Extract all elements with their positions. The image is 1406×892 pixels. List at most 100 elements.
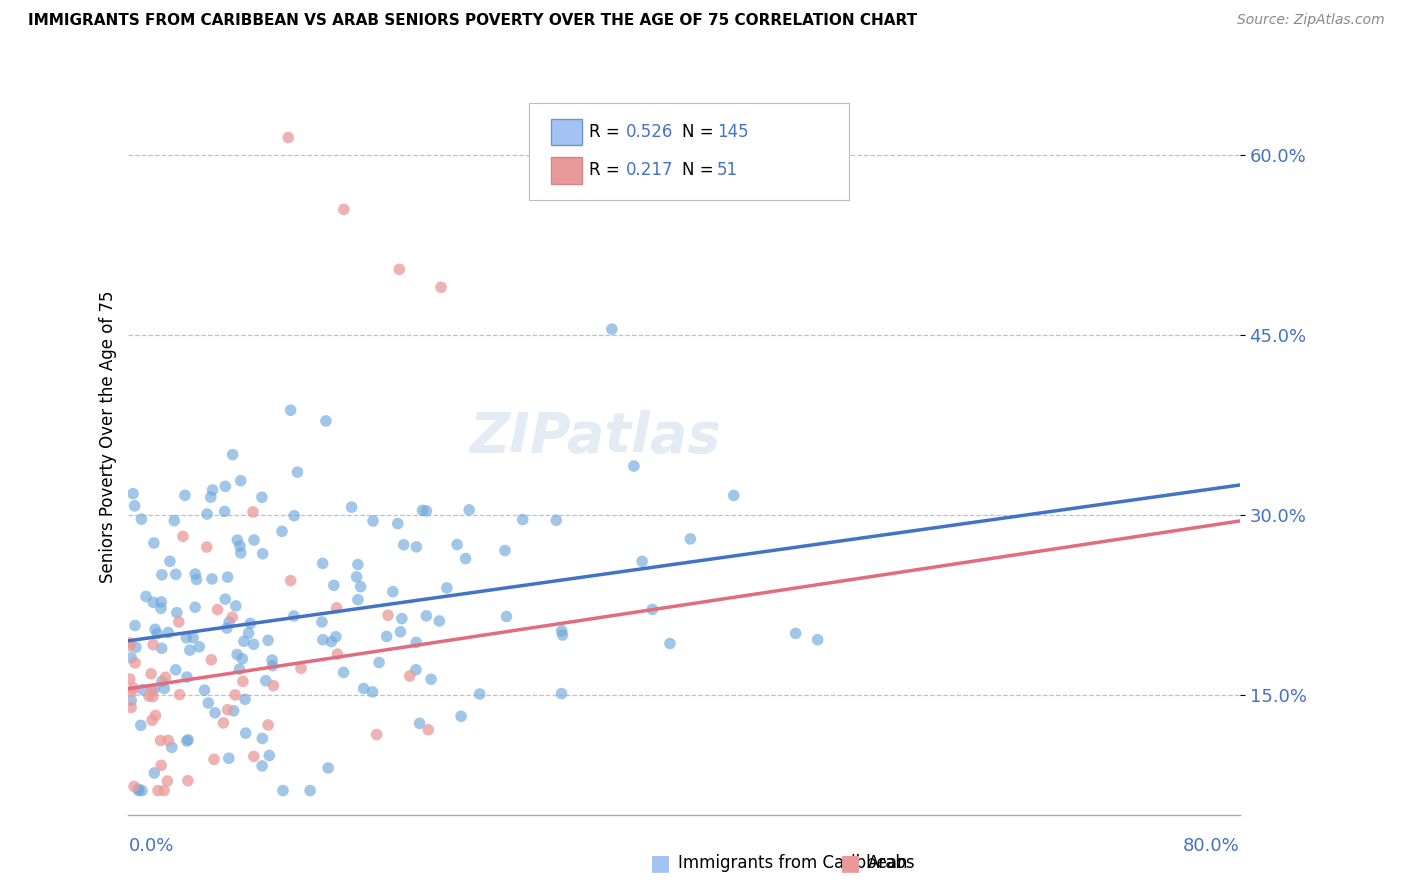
Point bbox=[658, 636, 681, 650]
Point bbox=[118, 636, 141, 650]
Point bbox=[381, 584, 404, 599]
Point bbox=[120, 693, 142, 707]
Point bbox=[125, 640, 148, 655]
Point bbox=[197, 696, 219, 710]
Point bbox=[450, 709, 472, 723]
Point bbox=[188, 640, 211, 654]
Point bbox=[214, 592, 236, 607]
Point bbox=[326, 647, 349, 661]
Text: R =: R = bbox=[589, 161, 626, 179]
Point bbox=[150, 567, 173, 582]
Point bbox=[150, 595, 173, 609]
Point bbox=[226, 533, 249, 548]
Point bbox=[468, 687, 491, 701]
Point bbox=[165, 663, 187, 677]
Point bbox=[418, 723, 440, 737]
Point bbox=[181, 631, 204, 645]
Point bbox=[149, 733, 172, 747]
Point bbox=[436, 581, 458, 595]
Point bbox=[221, 610, 243, 624]
Point bbox=[361, 685, 384, 699]
Point bbox=[153, 783, 176, 797]
Point bbox=[124, 499, 146, 513]
Point bbox=[138, 689, 160, 703]
Point bbox=[150, 758, 173, 772]
Point bbox=[391, 612, 413, 626]
Point bbox=[280, 574, 302, 588]
Point bbox=[430, 280, 453, 294]
Point bbox=[229, 474, 252, 488]
Point bbox=[177, 732, 200, 747]
Point bbox=[212, 715, 235, 730]
Point bbox=[143, 682, 166, 697]
Point bbox=[202, 752, 225, 766]
Point bbox=[340, 500, 363, 515]
Point bbox=[238, 626, 260, 640]
Text: ■: ■ bbox=[651, 854, 671, 873]
Point bbox=[145, 708, 167, 723]
Point bbox=[122, 486, 145, 500]
Point bbox=[299, 783, 322, 797]
Point bbox=[332, 665, 354, 680]
Point bbox=[252, 547, 274, 561]
Point bbox=[159, 554, 181, 568]
Point bbox=[200, 490, 222, 504]
Point bbox=[280, 403, 302, 417]
Point bbox=[377, 608, 399, 623]
Point bbox=[163, 514, 186, 528]
Point bbox=[316, 761, 339, 775]
Point bbox=[131, 783, 153, 797]
Point bbox=[231, 652, 253, 666]
Point bbox=[150, 641, 173, 656]
Text: 0.217: 0.217 bbox=[626, 161, 673, 179]
Point bbox=[388, 262, 411, 277]
Point bbox=[157, 733, 180, 747]
Point bbox=[141, 713, 163, 727]
Point bbox=[346, 570, 368, 584]
Point bbox=[142, 536, 165, 550]
Point bbox=[201, 483, 224, 497]
Point bbox=[254, 673, 277, 688]
Text: 51: 51 bbox=[717, 161, 738, 179]
Point bbox=[546, 513, 568, 527]
Point bbox=[229, 539, 252, 553]
Point bbox=[287, 465, 309, 479]
Point bbox=[415, 504, 437, 518]
Point bbox=[321, 634, 343, 648]
Point bbox=[146, 626, 169, 640]
Text: IMMIGRANTS FROM CARIBBEAN VS ARAB SENIORS POVERTY OVER THE AGE OF 75 CORRELATION: IMMIGRANTS FROM CARIBBEAN VS ARAB SENIOR… bbox=[28, 13, 917, 29]
Point bbox=[349, 580, 371, 594]
Point bbox=[228, 662, 250, 676]
Point bbox=[118, 639, 141, 653]
Point bbox=[454, 551, 477, 566]
Point bbox=[201, 572, 224, 586]
Point bbox=[283, 609, 305, 624]
Point bbox=[785, 626, 807, 640]
Point bbox=[176, 670, 198, 684]
Text: Source: ZipAtlas.com: Source: ZipAtlas.com bbox=[1237, 13, 1385, 28]
Point bbox=[118, 672, 141, 686]
Text: Arabs: Arabs bbox=[868, 855, 915, 872]
Point bbox=[366, 727, 388, 741]
Point bbox=[214, 504, 236, 518]
Point bbox=[387, 516, 409, 531]
Point bbox=[177, 773, 200, 788]
Point bbox=[232, 634, 254, 648]
Point bbox=[207, 602, 229, 616]
Point bbox=[290, 661, 312, 675]
Point bbox=[221, 448, 243, 462]
Point bbox=[218, 751, 240, 765]
Point bbox=[325, 600, 347, 615]
Point bbox=[135, 590, 157, 604]
Point bbox=[229, 546, 252, 560]
Point bbox=[239, 616, 262, 631]
Point bbox=[415, 608, 437, 623]
Point bbox=[311, 557, 333, 571]
Point bbox=[347, 592, 370, 607]
Point bbox=[129, 718, 152, 732]
Point bbox=[120, 651, 142, 665]
Point bbox=[641, 602, 664, 616]
Point bbox=[243, 533, 266, 547]
Point bbox=[215, 621, 238, 635]
Point bbox=[398, 669, 420, 683]
